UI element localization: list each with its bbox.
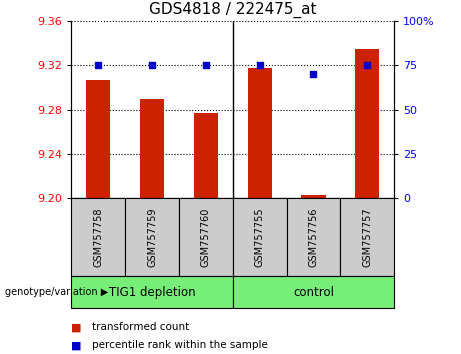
Text: GSM757760: GSM757760 [201, 207, 211, 267]
Text: ■: ■ [71, 340, 82, 350]
Bar [179, 198, 233, 276]
Text: ■: ■ [71, 322, 82, 332]
Bar [301, 195, 325, 198]
Text: GSM757755: GSM757755 [254, 207, 265, 267]
Point [95, 63, 102, 68]
Bar [194, 113, 218, 198]
Bar [287, 198, 340, 276]
Bar [248, 68, 272, 198]
Point [148, 63, 156, 68]
Bar [140, 99, 164, 198]
Text: GSM757756: GSM757756 [308, 207, 319, 267]
Bar [86, 80, 111, 198]
Text: GSM757758: GSM757758 [93, 207, 103, 267]
Bar [233, 276, 394, 308]
Bar [71, 276, 233, 308]
Bar [340, 198, 394, 276]
Text: genotype/variation ▶: genotype/variation ▶ [5, 287, 108, 297]
Bar [233, 198, 287, 276]
Point [202, 63, 210, 68]
Bar [355, 49, 379, 198]
Title: GDS4818 / 222475_at: GDS4818 / 222475_at [149, 2, 317, 18]
Bar [71, 198, 125, 276]
Text: control: control [293, 286, 334, 298]
Bar [125, 198, 179, 276]
Point [310, 72, 317, 77]
Text: GSM757757: GSM757757 [362, 207, 372, 267]
Text: transformed count: transformed count [92, 322, 189, 332]
Point [256, 63, 263, 68]
Point [364, 63, 371, 68]
Text: percentile rank within the sample: percentile rank within the sample [92, 340, 268, 350]
Text: GSM757759: GSM757759 [147, 207, 157, 267]
Text: TIG1 depletion: TIG1 depletion [109, 286, 195, 298]
